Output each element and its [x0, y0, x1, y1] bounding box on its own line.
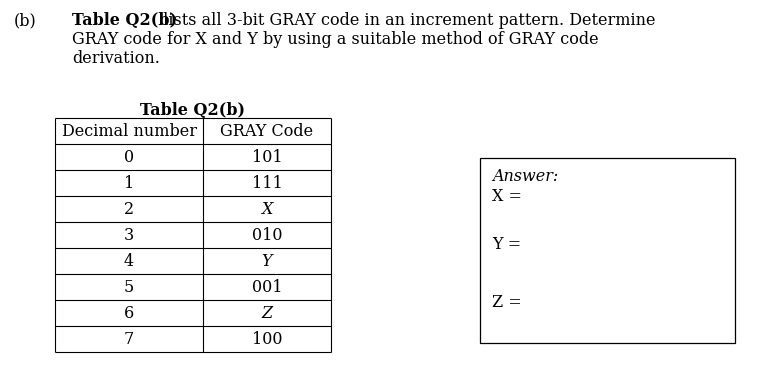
FancyBboxPatch shape: [480, 158, 735, 343]
Text: Answer:: Answer:: [492, 168, 558, 185]
Text: 001: 001: [252, 279, 283, 295]
Text: Table Q2(b): Table Q2(b): [141, 102, 246, 119]
Text: Z: Z: [261, 305, 273, 322]
Text: 6: 6: [124, 305, 134, 322]
Text: 7: 7: [124, 331, 134, 348]
Text: 100: 100: [252, 331, 283, 348]
Text: Decimal number: Decimal number: [61, 122, 197, 139]
Text: 4: 4: [124, 253, 134, 269]
Text: Y: Y: [262, 253, 273, 269]
Text: 2: 2: [124, 200, 134, 217]
Text: Y =: Y =: [492, 236, 521, 253]
Text: 0: 0: [124, 148, 134, 165]
Text: lists all 3-bit GRAY code in an increment pattern. Determine: lists all 3-bit GRAY code in an incremen…: [158, 12, 656, 29]
Text: X: X: [261, 200, 273, 217]
Text: Z =: Z =: [492, 294, 521, 311]
Text: GRAY code for X and Y by using a suitable method of GRAY code: GRAY code for X and Y by using a suitabl…: [72, 31, 598, 48]
Text: (b): (b): [14, 12, 37, 29]
Text: GRAY Code: GRAY Code: [220, 122, 313, 139]
Text: 1: 1: [124, 174, 134, 191]
Text: 111: 111: [252, 174, 283, 191]
Text: 010: 010: [252, 227, 283, 243]
Text: 5: 5: [124, 279, 134, 295]
Text: 3: 3: [124, 227, 134, 243]
Text: X =: X =: [492, 188, 522, 205]
Text: Table Q2(b): Table Q2(b): [72, 12, 177, 29]
Text: derivation.: derivation.: [72, 50, 160, 67]
Text: 101: 101: [252, 148, 283, 165]
